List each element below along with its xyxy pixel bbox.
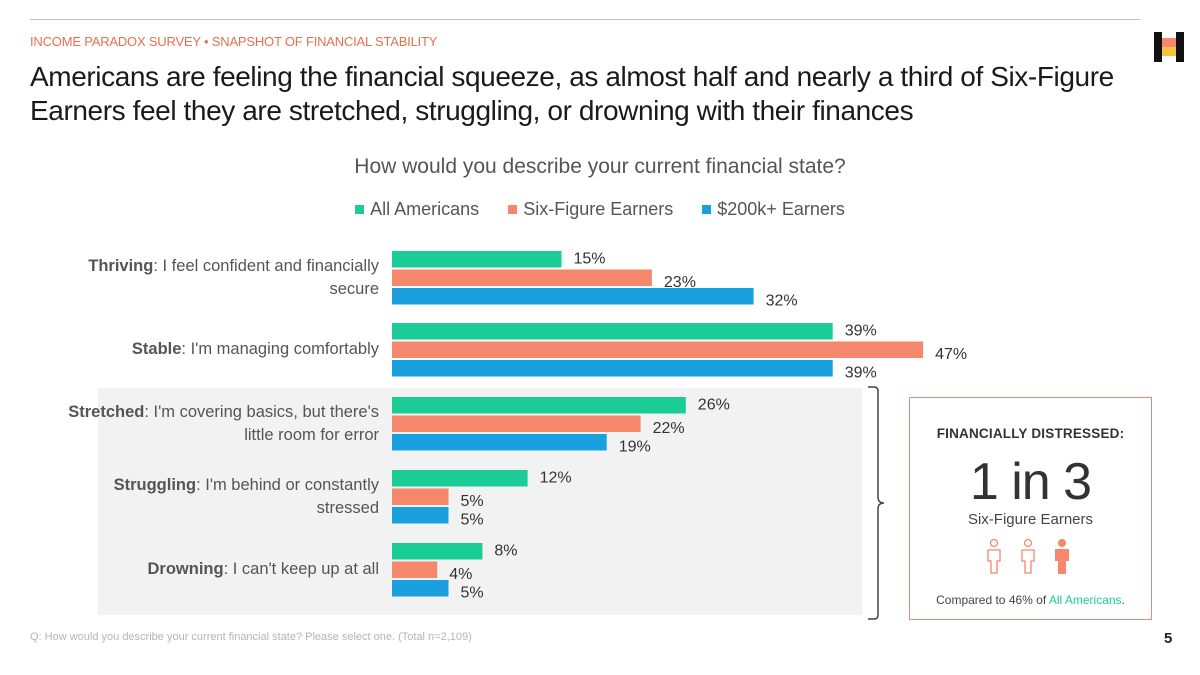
bar-all	[392, 251, 562, 268]
bar-six	[392, 269, 652, 286]
headline: Americans are feeling the financial sque…	[30, 61, 1114, 126]
chart-legend: All Americans Six-Figure Earners $200k+ …	[300, 199, 900, 220]
category-label-rest: : I'm behind or constantly stressed	[196, 475, 379, 517]
page-number: 5	[1164, 630, 1173, 647]
callout-title: FINANCIALLY DISTRESSED:	[936, 426, 1125, 441]
bar-six	[392, 561, 438, 578]
distressed-bracket	[868, 386, 885, 620]
category-label-rest: : I feel confident and financially secur…	[153, 256, 379, 298]
bar-200k	[392, 360, 833, 377]
footnote: Q: How would you describe your current f…	[30, 631, 472, 643]
legend-item-200k: $200k+ Earners	[702, 199, 845, 220]
category-label-bold: Drowning	[147, 560, 224, 579]
bar-200k	[392, 507, 449, 524]
category-label-bold: Stretched	[68, 402, 145, 421]
data-label-200k: 19%	[619, 438, 651, 455]
category-label-rest: : I'm covering basics, but there's littl…	[144, 402, 379, 444]
person-icons	[986, 538, 1069, 574]
data-label-all: 8%	[494, 542, 517, 559]
category-label-bold: Stable	[131, 340, 182, 359]
data-label-all: 39%	[845, 322, 877, 339]
callout-subtitle: Six-Figure Earners	[967, 511, 1094, 528]
legend-item-six: Six-Figure Earners	[508, 199, 673, 220]
bar-all	[392, 397, 686, 414]
category-label-bold: Struggling	[113, 475, 197, 494]
bar-six	[392, 488, 449, 505]
data-label-all: 15%	[574, 250, 606, 267]
chart-title: How would you describe your current fina…	[354, 155, 846, 178]
eyebrow: INCOME PARADOX SURVEY • SNAPSHOT OF FINA…	[30, 34, 438, 49]
legend-swatch-200k	[702, 204, 712, 214]
data-label-all: 26%	[698, 396, 730, 413]
data-label-six: 22%	[653, 420, 685, 437]
category-label: Thriving: I feel confident and financial…	[59, 255, 379, 301]
person-filled-icon	[1054, 539, 1069, 574]
legend-item-all: All Americans	[355, 199, 479, 220]
data-label-six: 5%	[461, 493, 484, 510]
legend-swatch-all	[355, 204, 365, 214]
people-icons	[910, 538, 1151, 576]
callout-note: Compared to 46% of All Americans.	[910, 593, 1151, 607]
bar-all	[392, 323, 833, 340]
data-label-200k: 5%	[461, 584, 484, 601]
category-label-rest: : I'm managing comfortably	[181, 340, 379, 359]
callout-stat: 1 in 3	[969, 453, 1092, 511]
category-label-bold: Thriving	[88, 256, 154, 275]
legend-label-all: All Americans	[370, 199, 480, 219]
data-label-all: 12%	[540, 469, 572, 486]
bar-200k	[392, 434, 607, 451]
brand-logo	[1154, 32, 1184, 62]
category-label: Stable: I'm managing comfortably	[59, 338, 379, 361]
callout-note-highlight: All Americans	[1048, 593, 1122, 607]
category-label: Stretched: I'm covering basics, but ther…	[59, 401, 379, 447]
legend-swatch-six	[508, 204, 518, 214]
top-rule	[30, 19, 1140, 20]
bar-all	[392, 470, 528, 487]
callout-note-prefix: Compared to 46% of	[936, 593, 1049, 607]
data-label-200k: 32%	[766, 292, 798, 309]
bar-200k	[392, 580, 449, 597]
person-outline-icon-1	[986, 538, 1001, 574]
category-label-rest: : I can't keep up at all	[223, 560, 379, 579]
data-label-200k: 39%	[845, 364, 877, 381]
category-label: Drowning: I can't keep up at all	[59, 558, 380, 581]
bar-six	[392, 415, 641, 432]
data-label-six: 23%	[664, 274, 696, 291]
legend-label-200k: $200k+ Earners	[717, 199, 845, 219]
distress-callout: FINANCIALLY DISTRESSED: 1 in 3 Six-Figur…	[909, 397, 1152, 620]
callout-note-suffix: .	[1121, 593, 1125, 607]
data-label-200k: 5%	[461, 511, 484, 528]
person-outline-icon-2	[1020, 538, 1035, 574]
bar-200k	[392, 288, 754, 305]
legend-label-six: Six-Figure Earners	[523, 199, 674, 219]
data-label-six: 4%	[449, 566, 472, 583]
category-label: Struggling: I'm behind or constantly str…	[59, 474, 379, 520]
bar-all	[392, 543, 483, 560]
bar-six	[392, 341, 924, 358]
data-label-six: 47%	[935, 346, 967, 363]
